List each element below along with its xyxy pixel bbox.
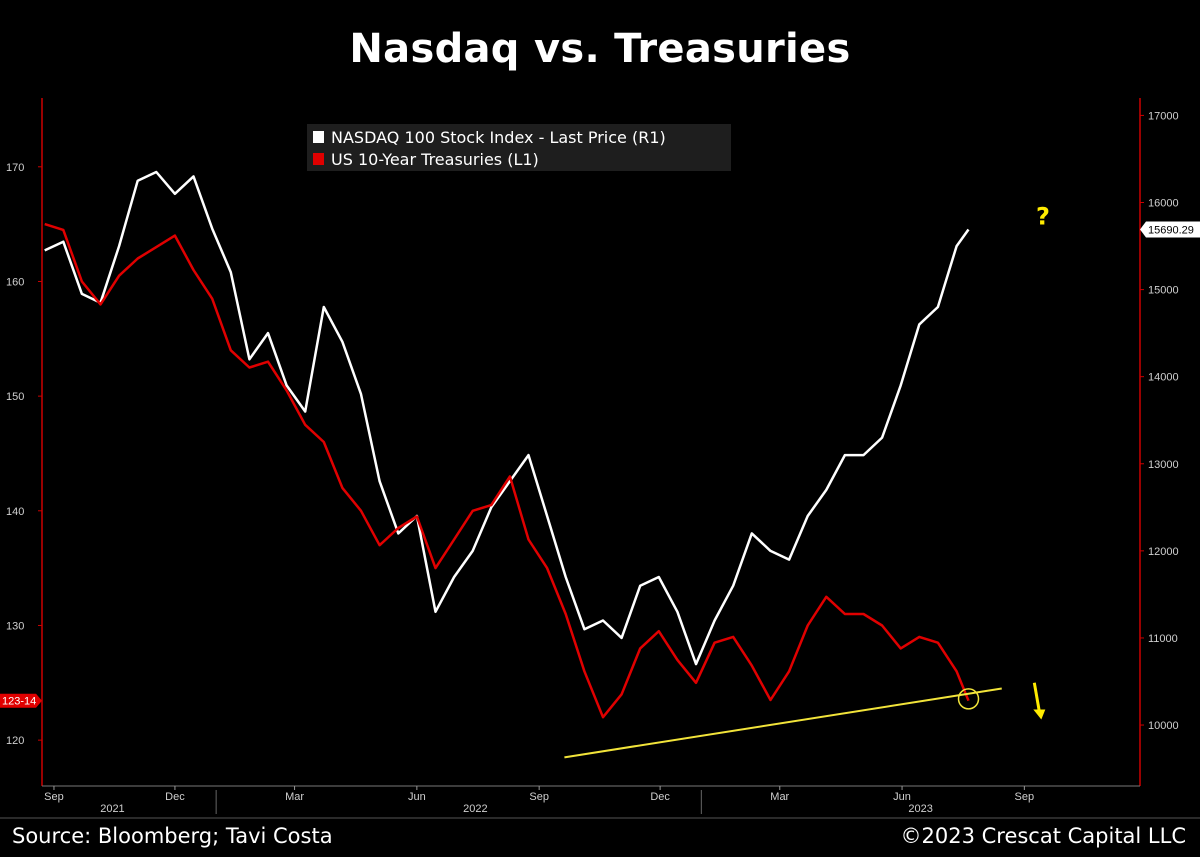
left-tick-label: 150 — [6, 391, 24, 403]
source-note: Source: Bloomberg; Tavi Costa — [12, 824, 333, 848]
x-tick-label: Mar — [285, 791, 304, 803]
right-tick-label: 14000 — [1148, 372, 1179, 384]
right-tick-label: 16000 — [1148, 198, 1179, 210]
series-layer — [44, 170, 970, 719]
x-year-label: 2021 — [100, 803, 124, 815]
x-tick-label: Jun — [893, 791, 911, 803]
left-tick-label: 170 — [6, 162, 24, 174]
x-tick-label: Sep — [44, 791, 64, 803]
x-tick-label: Dec — [165, 791, 185, 803]
highlight-circle — [957, 688, 980, 710]
support-trendline — [564, 687, 1002, 759]
down-arrow-shaft — [1032, 682, 1041, 712]
series-line-treasury — [44, 222, 970, 719]
x-year-label: 2022 — [463, 803, 487, 815]
legend-swatch-treasury — [313, 153, 324, 165]
legend: NASDAQ 100 Stock Index - Last Price (R1)… — [307, 124, 731, 171]
legend-background — [307, 124, 731, 171]
x-tick-label: Sep — [1015, 791, 1035, 803]
left-tick-label: 120 — [6, 735, 24, 747]
right-tick-label: 17000 — [1148, 110, 1179, 122]
right-tick-label: 13000 — [1148, 459, 1179, 471]
right-tick-label: 10000 — [1148, 720, 1179, 732]
left-last-value-label: 123-14 — [2, 696, 36, 708]
legend-swatch-nasdaq — [313, 131, 324, 143]
left-last-value-badge — [0, 693, 42, 708]
left-tick-label: 160 — [6, 276, 24, 288]
right-tick-label: 11000 — [1148, 633, 1178, 645]
copyright-note: ©2023 Crescat Capital LLC — [900, 824, 1186, 848]
x-tick-label: Mar — [770, 791, 789, 803]
left-tick-label: 130 — [6, 620, 24, 632]
down-arrow-icon — [1033, 709, 1046, 720]
left-tick-label: 140 — [6, 506, 24, 518]
page-title: Nasdaq vs. Treasuries — [349, 26, 851, 72]
x-year-label: 2023 — [908, 803, 932, 815]
right-tick-label: 15000 — [1148, 285, 1179, 297]
legend-label-nasdaq: NASDAQ 100 Stock Index - Last Price (R1) — [331, 128, 666, 147]
axis-layer: 120 130 140 150 160 170 10000 11000 12000 13000 14… — [0, 98, 1200, 819]
x-tick-label: Dec — [650, 791, 670, 803]
x-tick-label: Jun — [408, 791, 426, 803]
question-annotation: ? — [1036, 202, 1050, 230]
legend-label-treasury: US 10-Year Treasuries (L1) — [331, 150, 539, 169]
right-last-value-label: 15690.29 — [1148, 224, 1194, 236]
x-tick-label: Sep — [529, 791, 549, 803]
series-line-nasdaq — [44, 170, 970, 666]
annotation-layer: ? — [564, 202, 1050, 759]
right-last-value-badge — [1140, 221, 1200, 238]
right-tick-label: 12000 — [1148, 546, 1179, 558]
